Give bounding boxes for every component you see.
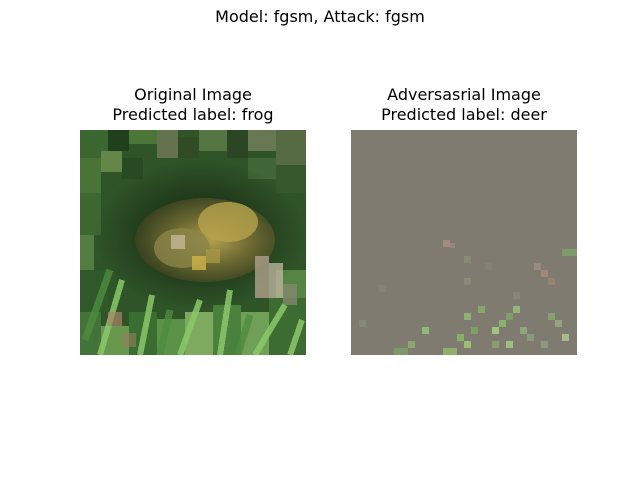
adversarial-noise-image bbox=[351, 130, 577, 355]
adversarial-image-title: Adversasrial Image Predicted label: deer bbox=[304, 85, 624, 125]
figure-suptitle: Model: fgsm, Attack: fgsm bbox=[215, 7, 425, 26]
original-image-title: Original Image Predicted label: frog bbox=[33, 85, 353, 125]
adversarial-title-line1: Adversasrial Image bbox=[387, 85, 541, 104]
original-title-line2: Predicted label: frog bbox=[112, 105, 274, 124]
original-frog-image bbox=[80, 130, 306, 355]
original-title-line1: Original Image bbox=[134, 85, 252, 104]
adversarial-title-line2: Predicted label: deer bbox=[381, 105, 547, 124]
